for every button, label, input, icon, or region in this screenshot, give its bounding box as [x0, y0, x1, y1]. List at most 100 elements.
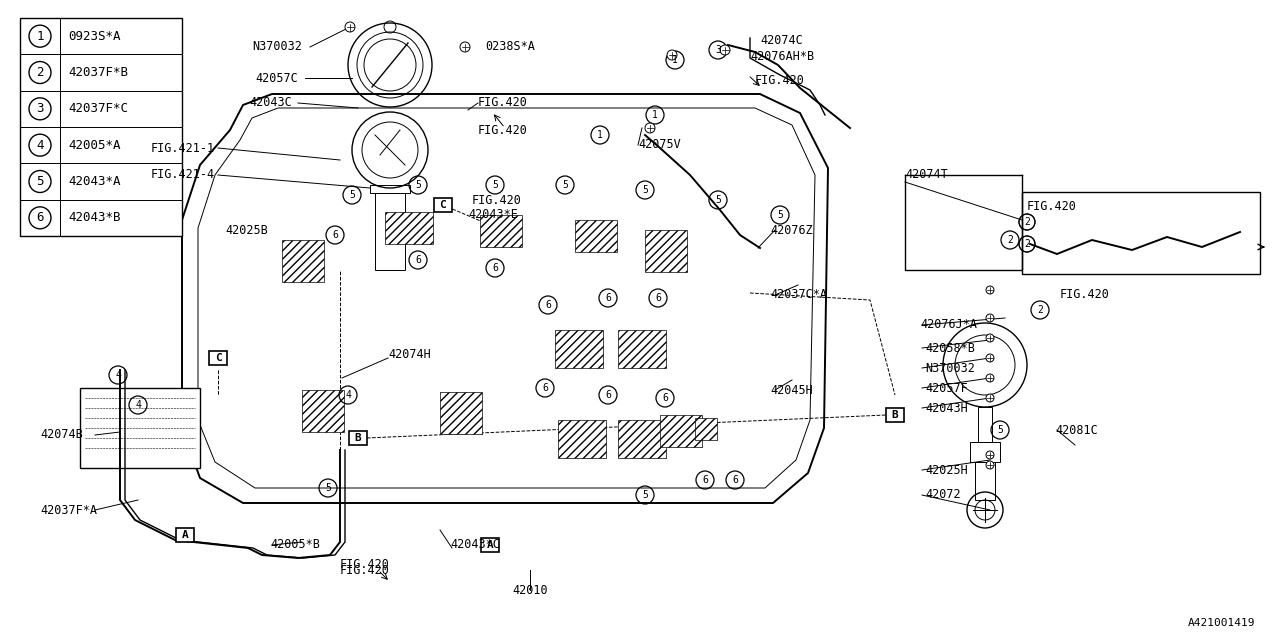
Text: FIG.420: FIG.420 — [340, 559, 390, 572]
Text: FIG.420: FIG.420 — [477, 97, 527, 109]
Text: FIG.420: FIG.420 — [1027, 200, 1076, 214]
Text: FIG.420: FIG.420 — [477, 124, 527, 136]
Text: 42076Z: 42076Z — [771, 223, 813, 237]
Bar — [970, 442, 1000, 462]
Bar — [434, 198, 452, 212]
Text: 42037F*A: 42037F*A — [40, 504, 97, 516]
Text: A: A — [182, 530, 188, 540]
Text: 2: 2 — [1037, 305, 1043, 315]
Bar — [618, 420, 666, 458]
Text: 6: 6 — [36, 211, 44, 225]
Text: 42057C: 42057C — [255, 72, 298, 84]
Bar — [556, 330, 603, 368]
Text: 5: 5 — [777, 210, 783, 220]
Text: 6: 6 — [605, 390, 611, 400]
Circle shape — [986, 374, 995, 382]
Text: 2: 2 — [1024, 217, 1030, 227]
Text: 2: 2 — [1007, 235, 1012, 245]
Bar — [302, 390, 344, 432]
Circle shape — [986, 314, 995, 322]
Text: 0923S*A: 0923S*A — [68, 29, 120, 43]
Text: FIG.421-1: FIG.421-1 — [151, 141, 215, 154]
Text: 1: 1 — [652, 110, 658, 120]
Text: 6: 6 — [662, 393, 668, 403]
Text: 42043C: 42043C — [250, 97, 292, 109]
Bar — [660, 415, 701, 447]
Bar — [79, 388, 200, 468]
Text: 1: 1 — [36, 29, 44, 43]
Circle shape — [346, 22, 355, 32]
Text: 6: 6 — [605, 293, 611, 303]
Text: FIG.420: FIG.420 — [340, 563, 390, 577]
Circle shape — [645, 123, 655, 133]
Circle shape — [460, 42, 470, 52]
Text: 5: 5 — [562, 180, 568, 190]
Text: 42037F*B: 42037F*B — [68, 66, 128, 79]
Bar — [177, 528, 195, 542]
Bar — [370, 185, 410, 193]
Text: N370032: N370032 — [252, 40, 302, 54]
Bar — [385, 212, 433, 244]
Circle shape — [986, 451, 995, 459]
Text: 42037F*C: 42037F*C — [68, 102, 128, 115]
Text: 5: 5 — [415, 180, 421, 190]
Text: 42005*A: 42005*A — [68, 139, 120, 152]
Text: 4: 4 — [136, 400, 141, 410]
Bar — [282, 240, 324, 282]
Text: 42074C: 42074C — [760, 33, 803, 47]
Circle shape — [986, 286, 995, 294]
Text: 6: 6 — [545, 300, 550, 310]
Bar — [558, 420, 605, 458]
Text: 42076J*A: 42076J*A — [920, 319, 977, 332]
Text: B: B — [355, 433, 361, 443]
Text: 6: 6 — [415, 255, 421, 265]
Bar — [645, 230, 687, 272]
Text: 42005*B: 42005*B — [270, 538, 320, 552]
Text: FIG.420: FIG.420 — [755, 74, 805, 86]
Text: A: A — [486, 540, 493, 550]
Bar — [481, 538, 499, 552]
Text: 42074H: 42074H — [388, 349, 431, 362]
Text: 42057F: 42057F — [925, 381, 968, 394]
Text: 4: 4 — [115, 370, 120, 380]
Circle shape — [986, 461, 995, 469]
Bar — [20, 18, 182, 236]
Text: 6: 6 — [541, 383, 548, 393]
Text: 5: 5 — [643, 490, 648, 500]
Text: FIG.420: FIG.420 — [1060, 289, 1110, 301]
Bar — [886, 408, 904, 422]
Text: FIG.420: FIG.420 — [472, 193, 522, 207]
Text: 5: 5 — [492, 180, 498, 190]
Text: 1: 1 — [672, 55, 678, 65]
Text: 4: 4 — [346, 390, 351, 400]
Text: C: C — [439, 200, 447, 210]
Text: 3: 3 — [716, 45, 721, 55]
Circle shape — [986, 394, 995, 402]
Bar — [375, 188, 404, 270]
Text: FIG.421-4: FIG.421-4 — [151, 168, 215, 182]
Bar — [1021, 192, 1260, 274]
Text: B: B — [892, 410, 899, 420]
Text: 5: 5 — [716, 195, 721, 205]
Text: N370032: N370032 — [925, 362, 975, 374]
Circle shape — [986, 354, 995, 362]
Text: 5: 5 — [325, 483, 332, 493]
Bar — [978, 407, 992, 442]
Bar — [480, 215, 522, 247]
Circle shape — [719, 45, 730, 55]
Text: FRONT: FRONT — [137, 404, 173, 422]
Text: C: C — [215, 353, 221, 363]
Text: 42025H: 42025H — [925, 463, 968, 477]
Text: 42075V: 42075V — [637, 138, 681, 152]
Bar — [209, 351, 227, 365]
Circle shape — [986, 334, 995, 342]
Text: 42043*E: 42043*E — [468, 209, 518, 221]
Bar — [618, 330, 666, 368]
Text: A421001419: A421001419 — [1188, 618, 1254, 628]
Text: 6: 6 — [732, 475, 739, 485]
Text: 42043*B: 42043*B — [68, 211, 120, 225]
Text: 5: 5 — [349, 190, 355, 200]
Bar — [440, 392, 483, 434]
Text: 42081C: 42081C — [1055, 424, 1098, 436]
Text: 5: 5 — [643, 185, 648, 195]
